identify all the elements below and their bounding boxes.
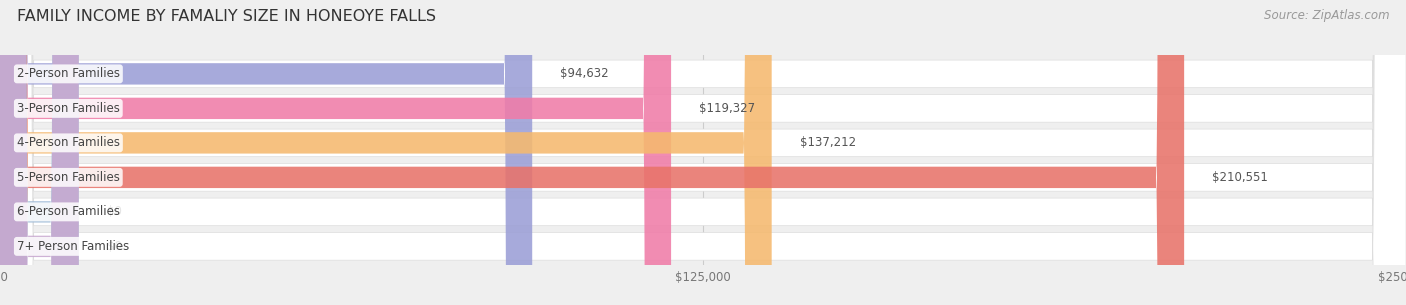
Text: 2-Person Families: 2-Person Families: [17, 67, 120, 81]
Text: $0: $0: [107, 205, 122, 218]
Text: 4-Person Families: 4-Person Families: [17, 136, 120, 149]
FancyBboxPatch shape: [0, 0, 1184, 305]
FancyBboxPatch shape: [0, 0, 772, 305]
FancyBboxPatch shape: [0, 0, 671, 305]
FancyBboxPatch shape: [0, 0, 79, 305]
Text: 6-Person Families: 6-Person Families: [17, 205, 120, 218]
Text: 7+ Person Families: 7+ Person Families: [17, 240, 129, 253]
Text: Source: ZipAtlas.com: Source: ZipAtlas.com: [1264, 9, 1389, 22]
Text: $119,327: $119,327: [699, 102, 755, 115]
Text: $0: $0: [107, 240, 122, 253]
Text: $137,212: $137,212: [800, 136, 856, 149]
Text: $94,632: $94,632: [561, 67, 609, 81]
Text: $210,551: $210,551: [1212, 171, 1268, 184]
Text: 5-Person Families: 5-Person Families: [17, 171, 120, 184]
FancyBboxPatch shape: [0, 0, 79, 305]
Text: FAMILY INCOME BY FAMALIY SIZE IN HONEOYE FALLS: FAMILY INCOME BY FAMALIY SIZE IN HONEOYE…: [17, 9, 436, 24]
FancyBboxPatch shape: [0, 0, 533, 305]
Text: 3-Person Families: 3-Person Families: [17, 102, 120, 115]
